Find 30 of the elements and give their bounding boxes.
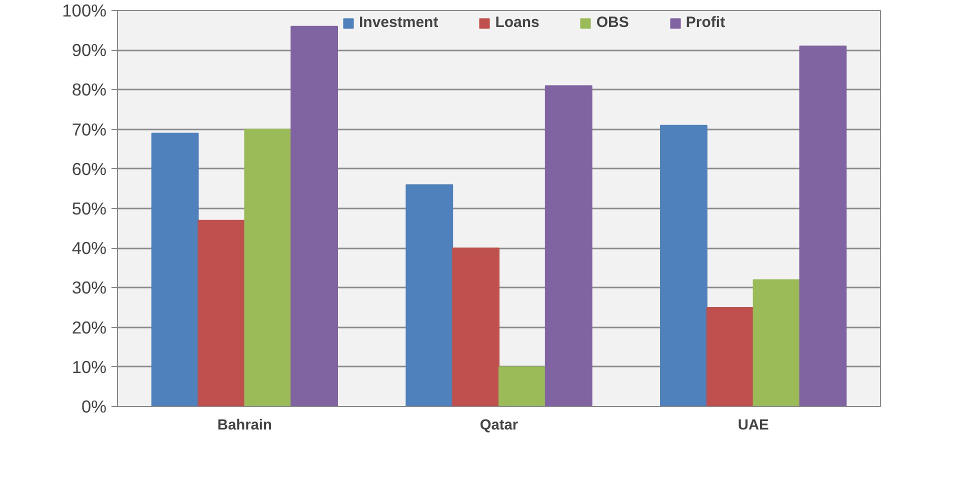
y-tick-label: 60% — [72, 158, 107, 179]
bar — [198, 220, 246, 406]
bar — [799, 46, 847, 406]
y-tick-label: 100% — [62, 0, 107, 20]
y-tick-label: 90% — [72, 40, 107, 60]
bar — [544, 85, 592, 406]
bar — [660, 124, 708, 406]
y-tick-label: 50% — [72, 198, 107, 218]
y-tick-label: 30% — [72, 278, 107, 298]
bar — [151, 132, 199, 406]
y-tick-label: 80% — [72, 80, 107, 100]
y-tick-label: 10% — [72, 356, 107, 377]
legend-label: OBS — [596, 14, 629, 31]
bar — [498, 366, 546, 406]
legend-label: Profit — [686, 14, 726, 31]
legend-label: Investment — [359, 14, 438, 31]
bar — [244, 128, 292, 406]
bar — [290, 26, 338, 406]
legend-label: Loans — [495, 14, 540, 31]
y-tick-label: 0% — [81, 396, 106, 416]
x-tick-label: Bahrain — [217, 418, 272, 434]
bar — [706, 307, 754, 406]
x-tick-label: UAE — [738, 418, 770, 434]
y-tick-label: 20% — [72, 317, 107, 338]
bar — [452, 248, 500, 406]
y-tick-label: 40% — [72, 238, 107, 258]
y-tick-label: 70% — [72, 119, 107, 140]
bar — [752, 279, 800, 406]
x-tick-label: Qatar — [480, 418, 518, 434]
bar — [406, 184, 454, 406]
